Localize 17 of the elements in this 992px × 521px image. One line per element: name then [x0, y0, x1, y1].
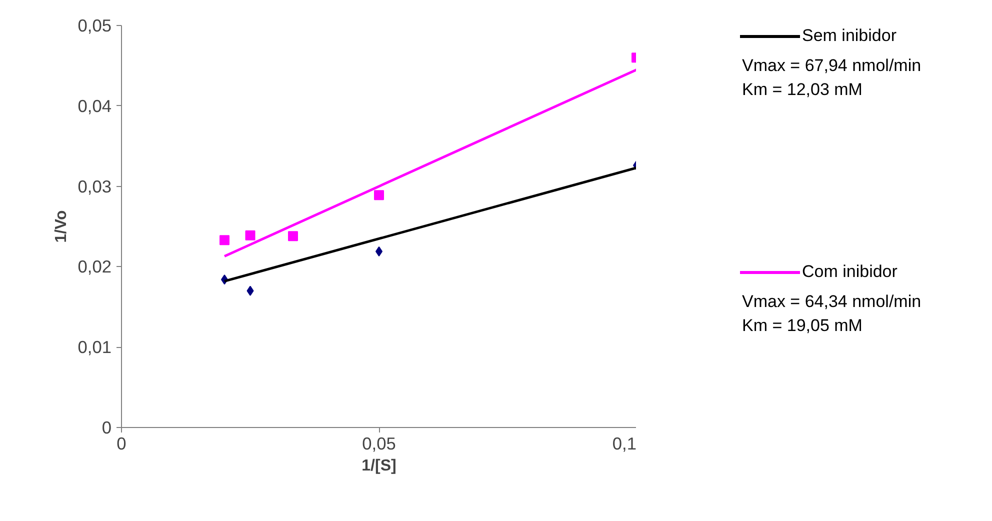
y-tick-label: 0,05 [78, 16, 112, 36]
y-tick-label: 0,04 [78, 96, 112, 116]
text: Vmax = 64,34 nmol/min [742, 291, 922, 313]
text: Km = 19,05 mM [742, 315, 862, 337]
legend-label: Com inibidor [802, 261, 898, 283]
text: Vmax = 67,94 nmol/min [742, 55, 922, 77]
text: Km = 12,03 mM [742, 79, 862, 101]
x-axis-title: 1/[S] [362, 458, 396, 474]
x-tick-label: 0,1 [612, 434, 637, 454]
legend-label: Sem inibidor [802, 25, 896, 47]
y-tick-label: 0,02 [78, 256, 112, 277]
y-axis-title: 1/Vo [52, 210, 70, 243]
y-tick-label: 0,03 [78, 176, 112, 196]
x-tick-label: 0 [116, 434, 126, 454]
y-tick-label: 0 [102, 418, 112, 438]
y-tick-label: 0,01 [78, 337, 112, 358]
x-tick-label: 0,05 [362, 434, 396, 454]
